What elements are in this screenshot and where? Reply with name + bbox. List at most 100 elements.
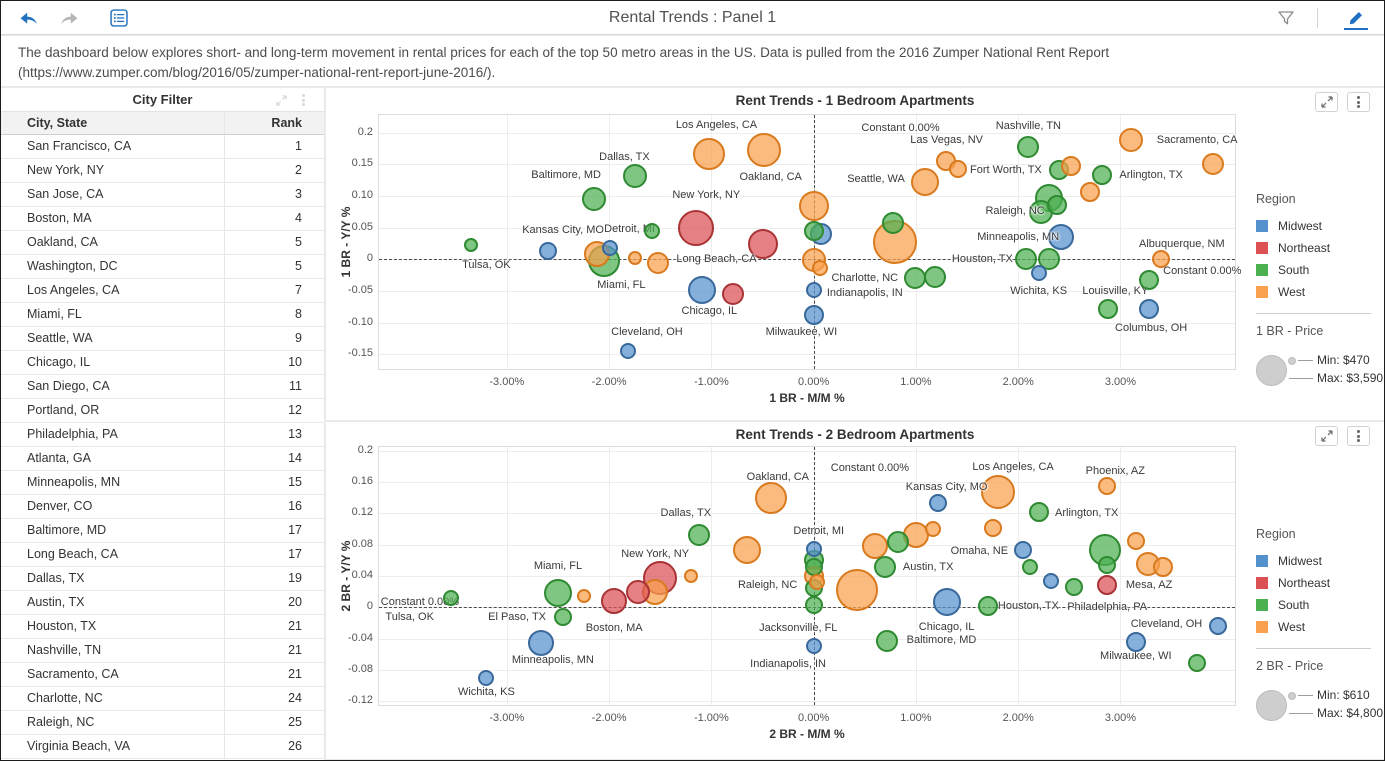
data-bubble-northeast[interactable] [601, 588, 628, 615]
data-bubble-midwest[interactable] [527, 630, 554, 657]
data-bubble-south[interactable] [924, 265, 947, 288]
data-bubble-south[interactable] [977, 595, 998, 616]
data-bubble-midwest[interactable] [602, 240, 619, 257]
legend-item-midwest[interactable]: Midwest [1256, 550, 1378, 572]
table-row[interactable]: San Diego, CA 11 [1, 375, 324, 399]
data-bubble-south[interactable] [1037, 247, 1060, 270]
table-row[interactable]: New York, NY 2 [1, 159, 324, 183]
data-bubble-south[interactable] [804, 595, 823, 614]
data-bubble-south[interactable] [1188, 653, 1207, 672]
data-bubble-south[interactable] [1028, 199, 1053, 224]
kebab-menu-icon[interactable] [294, 92, 312, 108]
column-header-rank[interactable]: Rank [224, 112, 324, 134]
chart-menu-button[interactable] [1347, 426, 1370, 446]
data-bubble-midwest[interactable] [1014, 541, 1033, 560]
data-bubble-west[interactable] [1152, 250, 1171, 269]
legend-item-west[interactable]: West [1256, 281, 1378, 303]
data-bubble-south[interactable] [1098, 556, 1117, 575]
data-bubble-west[interactable] [948, 159, 967, 178]
data-bubble-midwest[interactable] [1208, 617, 1227, 636]
data-bubble-south[interactable] [1017, 136, 1040, 159]
table-row[interactable]: Philadelphia, PA 13 [1, 423, 324, 447]
data-bubble-west[interactable] [873, 219, 918, 264]
data-bubble-west[interactable] [1061, 156, 1082, 177]
table-row[interactable]: Minneapolis, MN 15 [1, 471, 324, 495]
data-bubble-south[interactable] [543, 579, 572, 608]
data-bubble-south[interactable] [1098, 299, 1119, 320]
data-bubble-south[interactable] [882, 212, 905, 235]
data-bubble-west[interactable] [1118, 128, 1143, 153]
table-row[interactable]: Seattle, WA 9 [1, 327, 324, 351]
table-row[interactable]: Portland, OR 12 [1, 399, 324, 423]
data-bubble-midwest[interactable] [688, 275, 717, 304]
table-row[interactable]: Nashville, TN 21 [1, 639, 324, 663]
table-row[interactable]: Sacramento, CA 21 [1, 663, 324, 687]
data-bubble-west[interactable] [733, 536, 762, 565]
filter-button[interactable] [1274, 8, 1298, 28]
data-bubble-west[interactable] [1153, 556, 1174, 577]
data-bubble-midwest[interactable] [538, 242, 557, 261]
table-row[interactable]: Boston, MA 4 [1, 207, 324, 231]
data-bubble-west[interactable] [647, 251, 670, 274]
data-bubble-west[interactable] [693, 138, 726, 171]
legend-item-south[interactable]: South [1256, 259, 1378, 281]
chart-menu-button[interactable] [1347, 92, 1370, 112]
table-row[interactable]: Oakland, CA 5 [1, 231, 324, 255]
edit-button[interactable] [1344, 8, 1368, 28]
data-bubble-northeast[interactable] [747, 228, 778, 259]
data-bubble-south[interactable] [581, 187, 606, 212]
data-bubble-northeast[interactable] [1097, 575, 1118, 596]
data-bubble-midwest[interactable] [1042, 573, 1059, 590]
data-bubble-midwest[interactable] [803, 305, 824, 326]
data-bubble-midwest[interactable] [1048, 223, 1075, 250]
data-bubble-midwest[interactable] [619, 343, 636, 360]
table-row[interactable]: Houston, TX 21 [1, 615, 324, 639]
data-bubble-west[interactable] [911, 168, 940, 197]
column-header-city[interactable]: City, State [27, 116, 88, 130]
story-list-button[interactable] [107, 8, 131, 28]
data-bubble-west[interactable] [627, 251, 642, 266]
data-bubble-west[interactable] [980, 474, 1015, 509]
data-bubble-midwest[interactable] [805, 282, 822, 299]
legend-item-northeast[interactable]: Northeast [1256, 572, 1378, 594]
data-bubble-west[interactable] [754, 481, 787, 514]
data-bubble-west[interactable] [1079, 182, 1100, 203]
data-bubble-south[interactable] [1139, 270, 1160, 291]
table-row[interactable]: Atlanta, GA 14 [1, 447, 324, 471]
data-bubble-south[interactable] [903, 266, 926, 289]
data-bubble-south[interactable] [622, 164, 647, 189]
data-bubble-northeast[interactable] [678, 209, 715, 246]
data-bubble-west[interactable] [1126, 531, 1145, 550]
data-bubble-west[interactable] [576, 588, 591, 603]
data-bubble-south[interactable] [1028, 501, 1049, 522]
data-bubble-west[interactable] [746, 132, 781, 167]
data-bubble-south[interactable] [1015, 248, 1038, 271]
data-bubble-south[interactable] [876, 629, 899, 652]
table-row[interactable]: Washington, DC 5 [1, 255, 324, 279]
data-bubble-west[interactable] [798, 191, 829, 222]
table-row[interactable]: Virginia Beach, VA 26 [1, 735, 324, 759]
data-bubble-west[interactable] [1098, 477, 1117, 496]
data-bubble-midwest[interactable] [478, 669, 495, 686]
data-bubble-west[interactable] [808, 574, 825, 591]
expand-chart-button[interactable] [1315, 426, 1338, 446]
table-row[interactable]: Denver, CO 16 [1, 495, 324, 519]
data-bubble-midwest[interactable] [805, 638, 822, 655]
data-bubble-midwest[interactable] [805, 541, 822, 558]
table-row[interactable]: San Jose, CA 3 [1, 183, 324, 207]
expand-icon[interactable] [272, 92, 290, 108]
data-bubble-south[interactable] [1092, 165, 1113, 186]
table-row[interactable]: Dallas, TX 19 [1, 567, 324, 591]
data-bubble-south[interactable] [554, 607, 573, 626]
data-bubble-midwest[interactable] [1030, 265, 1047, 282]
data-bubble-midwest[interactable] [1139, 298, 1160, 319]
table-row[interactable]: Raleigh, NC 25 [1, 711, 324, 735]
table-row[interactable]: Chicago, IL 10 [1, 351, 324, 375]
table-row[interactable]: San Francisco, CA 1 [1, 135, 324, 159]
forward-button[interactable] [57, 8, 81, 28]
legend-item-west[interactable]: West [1256, 616, 1378, 638]
data-bubble-south[interactable] [688, 523, 711, 546]
data-bubble-south[interactable] [1065, 577, 1084, 596]
data-bubble-south[interactable] [886, 531, 909, 554]
data-bubble-south[interactable] [1047, 194, 1068, 215]
